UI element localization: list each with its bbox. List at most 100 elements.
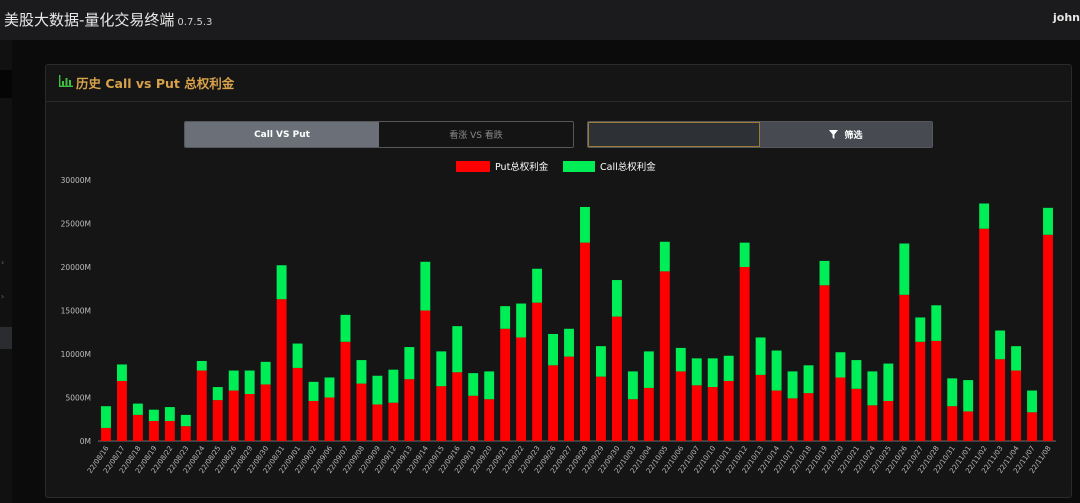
- call-bar: [340, 314, 351, 342]
- chevron-right-icon[interactable]: ›: [1, 258, 5, 267]
- put-bar: [292, 367, 303, 441]
- call-bar: [627, 371, 638, 400]
- call-bar: [404, 347, 415, 380]
- put-bar: [659, 271, 670, 441]
- call-bar: [723, 355, 734, 381]
- put-bar: [851, 388, 862, 441]
- put-bar: [276, 299, 287, 441]
- call-bar: [132, 403, 143, 415]
- y-tick-label: 0M: [80, 437, 91, 446]
- panel-header: 历史 Call vs Put 总权利金: [46, 65, 1071, 102]
- call-bar: [995, 330, 1006, 360]
- put-bar: [228, 390, 239, 441]
- call-bar: [117, 364, 127, 381]
- put-bar: [803, 393, 814, 441]
- call-bar: [388, 369, 399, 403]
- call-bar: [101, 406, 111, 428]
- chevron-right-icon[interactable]: ›: [1, 292, 5, 301]
- call-bar: [931, 305, 942, 341]
- call-bar: [276, 265, 287, 300]
- filter-box: 筛选: [587, 121, 933, 148]
- call-bar: [516, 303, 527, 338]
- y-tick-label: 25000M: [61, 220, 91, 229]
- filter-button[interactable]: 筛选: [760, 122, 932, 147]
- put-bar: [532, 302, 543, 441]
- put-bar: [627, 399, 638, 441]
- put-bar: [340, 341, 351, 441]
- y-tick-label: 10000M: [61, 350, 91, 359]
- stacked-bar-chart: 0M5000M10000M15000M20000M25000M30000M22/…: [61, 161, 1056, 475]
- put-bar: [835, 377, 846, 441]
- sidebar-band: [0, 70, 12, 98]
- call-bar: [164, 407, 175, 421]
- put-bar: [979, 228, 990, 441]
- legend-label: Put总权利金: [495, 161, 549, 173]
- legend-swatch: [456, 161, 490, 172]
- call-bar: [659, 241, 670, 272]
- put-bar: [500, 328, 511, 441]
- call-bar: [963, 380, 974, 412]
- put-bar: [771, 390, 782, 441]
- put-bar: [596, 376, 606, 441]
- call-bar: [452, 326, 463, 373]
- put-bar: [755, 374, 766, 441]
- put-bar: [739, 267, 750, 441]
- filter-icon: [829, 130, 839, 139]
- put-bar: [164, 420, 175, 441]
- user-name[interactable]: john: [1053, 11, 1080, 24]
- put-bar: [787, 398, 798, 441]
- put-bar: [947, 406, 958, 441]
- put-bar: [196, 370, 207, 441]
- put-bar: [180, 426, 191, 441]
- put-bar: [356, 383, 367, 441]
- y-tick-label: 20000M: [61, 263, 91, 272]
- filter-input[interactable]: [588, 122, 760, 147]
- put-bar: [995, 359, 1006, 441]
- put-bar: [580, 242, 590, 441]
- call-bar: [883, 363, 894, 401]
- call-bar: [212, 387, 223, 401]
- call-bar: [564, 328, 574, 357]
- bar-chart-icon: [59, 75, 73, 87]
- tab-call-vs-put[interactable]: Call VS Put: [185, 122, 379, 147]
- put-bar: [931, 340, 942, 441]
- call-bar: [1043, 207, 1053, 235]
- tab-bullish-vs-bearish[interactable]: 看涨 VS 看跌: [379, 122, 573, 147]
- call-bar: [500, 306, 511, 329]
- call-bar: [739, 242, 750, 267]
- call-bar: [468, 373, 479, 396]
- call-bar: [1027, 390, 1037, 413]
- legend-swatch: [563, 161, 595, 172]
- call-bar: [803, 365, 814, 394]
- put-bar: [1043, 234, 1053, 441]
- call-bar: [260, 361, 271, 385]
- call-bar: [596, 346, 606, 377]
- put-bar: [388, 402, 399, 441]
- call-bar: [611, 280, 622, 317]
- chart-panel: 历史 Call vs Put 总权利金 Call VS Put 看涨 VS 看跌…: [45, 64, 1072, 498]
- put-bar: [1011, 370, 1022, 441]
- put-bar: [867, 405, 878, 441]
- put-bar: [723, 380, 734, 441]
- y-tick-label: 15000M: [61, 307, 91, 316]
- call-bar: [643, 351, 654, 388]
- put-bar: [643, 387, 654, 441]
- call-bar: [372, 375, 383, 405]
- call-bar: [851, 360, 862, 389]
- put-bar: [1027, 412, 1037, 441]
- put-bar: [564, 356, 574, 441]
- put-bar: [244, 394, 255, 441]
- call-bar: [1011, 346, 1022, 371]
- call-bar: [835, 352, 846, 378]
- call-bar: [308, 381, 319, 401]
- put-bar: [212, 400, 223, 441]
- filter-button-label: 筛选: [844, 131, 863, 141]
- call-bar: [771, 350, 782, 391]
- put-bar: [436, 386, 447, 441]
- app-title: 美股大数据-量化交易终端 0.7.5.3: [4, 9, 212, 30]
- call-bar: [324, 377, 335, 398]
- call-bar: [420, 261, 431, 311]
- call-bar: [707, 358, 718, 388]
- left-sidebar: › ›: [0, 40, 12, 503]
- sidebar-item-selected[interactable]: [0, 327, 12, 349]
